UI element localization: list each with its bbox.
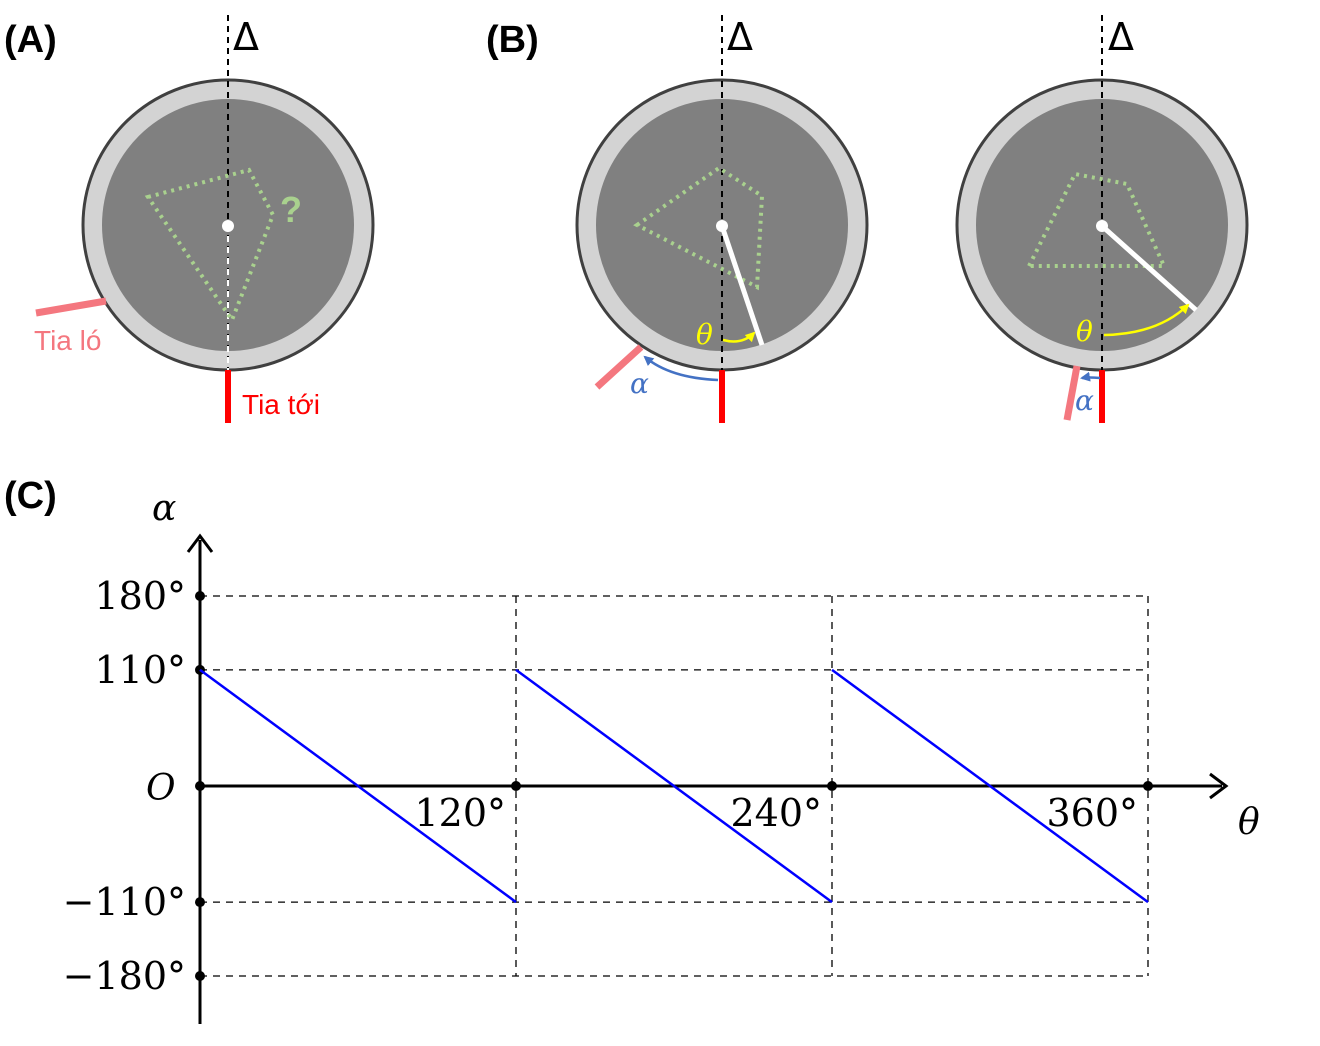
theta-symbol-b2: θ xyxy=(1076,315,1093,348)
y-tick-dot xyxy=(195,897,205,908)
center-pin-b1 xyxy=(716,220,728,232)
axis-symbol-a: Δ xyxy=(233,15,259,59)
x-axis-symbol: θ xyxy=(1238,802,1260,843)
panel-a-label: (A) xyxy=(4,19,57,61)
alpha-symbol-b2: α xyxy=(1075,384,1094,417)
unknown-mark: ? xyxy=(280,189,302,230)
panel-b: (B) Δ θ α xyxy=(486,15,869,423)
panel-b-second: Δ θ α xyxy=(955,15,1249,423)
x-axis-arrowhead xyxy=(1209,772,1229,800)
incident-ray-label: Tia tới xyxy=(242,389,320,420)
alpha-arrow-b2 xyxy=(1080,371,1101,382)
prism-outline-b2 xyxy=(1025,171,1168,268)
origin-label: O xyxy=(146,768,176,809)
alpha-symbol-b1: α xyxy=(630,367,649,400)
axis-symbol-b1: Δ xyxy=(727,15,753,59)
series-line-2 xyxy=(515,668,833,904)
panel-b-label: (B) xyxy=(486,19,539,61)
x-tick-dot xyxy=(1143,781,1153,791)
panel-c-label: (C) xyxy=(4,475,57,517)
chart-ticks: 180° 110° −110° −180° 120° 240° 360° xyxy=(63,574,1153,998)
x-tick-dot xyxy=(827,781,837,791)
theta-symbol-b1: θ xyxy=(696,318,713,351)
exit-ray-b1 xyxy=(594,344,644,390)
y-axis-arrowhead xyxy=(186,533,214,553)
y-tick-label: 180° xyxy=(94,574,186,618)
panel-c: (C) α θ O 180° 110° −110° −180° 120° 240° 360° xyxy=(4,475,1260,1024)
series-line-1 xyxy=(199,668,517,904)
center-pin-b2 xyxy=(1096,220,1108,232)
x-tick-label: 120° xyxy=(414,791,506,835)
series-line-3 xyxy=(831,668,1149,904)
exit-ray-a xyxy=(35,297,107,317)
y-tick-dot xyxy=(195,781,205,791)
center-pin-a xyxy=(222,220,234,232)
y-axis-symbol: α xyxy=(152,488,176,529)
x-tick-label: 360° xyxy=(1046,791,1138,835)
exit-ray-b2 xyxy=(1063,365,1081,421)
y-tick-dot xyxy=(195,591,205,601)
chart-series xyxy=(199,668,1149,904)
prism-outline-b1 xyxy=(633,165,765,291)
exit-ray-label: Tia ló xyxy=(34,325,101,356)
chart-grid xyxy=(200,595,1149,977)
axis-symbol-b2: Δ xyxy=(1108,15,1134,59)
y-tick-label: 110° xyxy=(94,648,186,692)
panel-a: (A) Δ ? Tia ló Tia tới xyxy=(4,15,375,423)
y-tick-label: −180° xyxy=(63,954,186,998)
x-tick-label: 240° xyxy=(730,791,822,835)
x-tick-dot xyxy=(511,781,521,791)
pointer-b1 xyxy=(719,225,765,346)
y-tick-label: −110° xyxy=(63,880,186,924)
theta-arrow-b2 xyxy=(1103,303,1190,337)
y-tick-dot xyxy=(195,971,205,981)
alpha-arrow-b1 xyxy=(643,355,719,382)
theta-arrow-b1 xyxy=(722,331,756,343)
pointer-b2 xyxy=(1100,224,1198,312)
